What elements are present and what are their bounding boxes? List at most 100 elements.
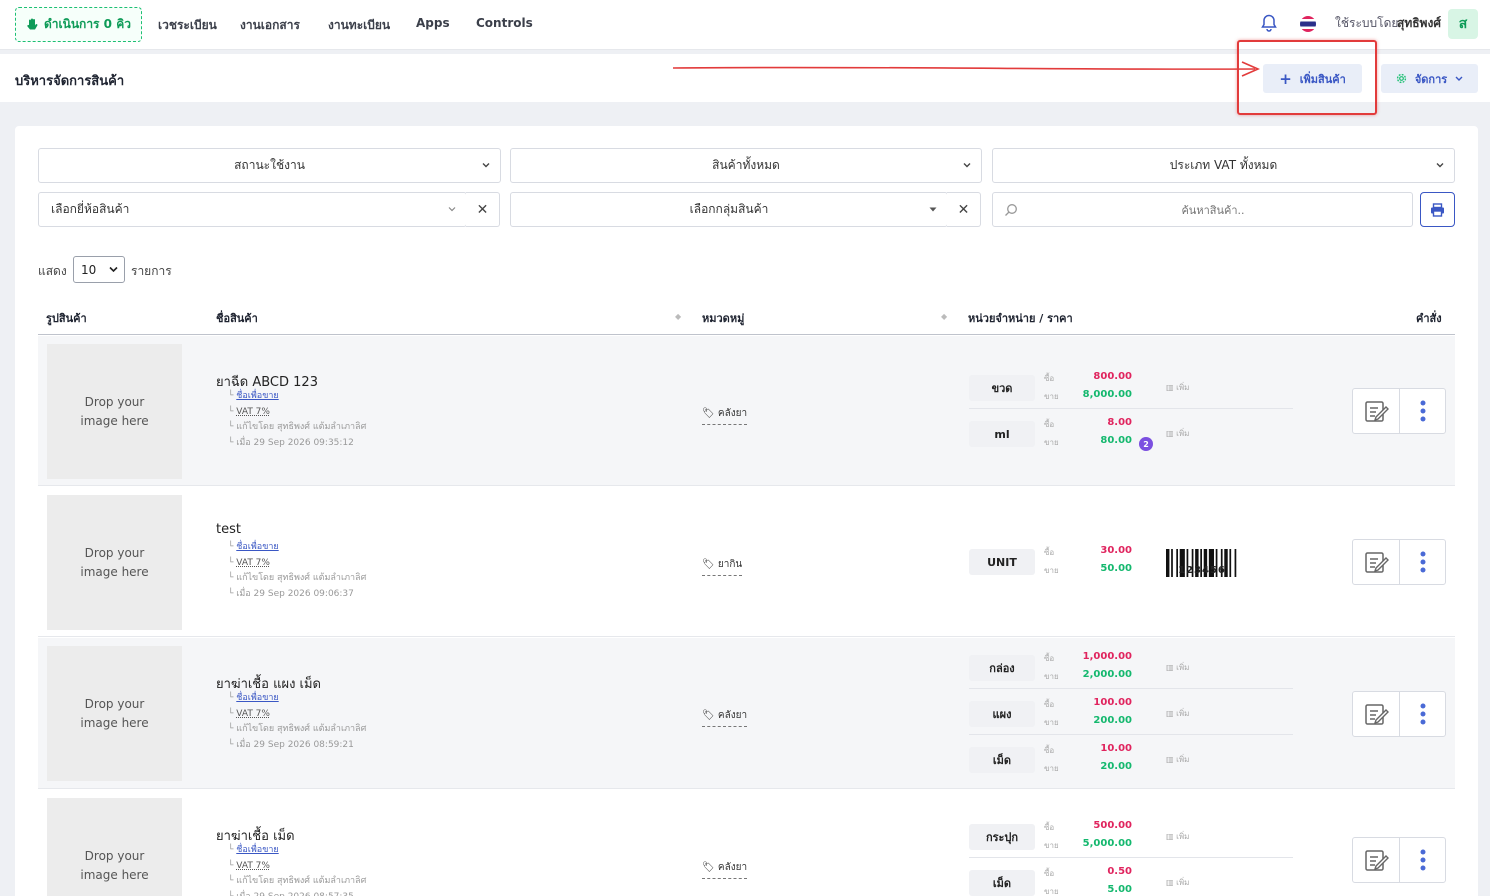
image-dropzone[interactable]: Drop your image here <box>47 646 182 781</box>
clear-brand-button[interactable]: ✕ <box>466 192 500 227</box>
clear-group-button[interactable]: ✕ <box>947 192 981 227</box>
barcode-image[interactable] <box>1166 549 1238 577</box>
more-vertical-icon <box>1420 400 1426 422</box>
edit-button[interactable] <box>1353 692 1400 736</box>
table-row: Drop your image here ยาฆ่าเชื้อ เม็ด └ ชื่… <box>38 790 1455 896</box>
sell-name-link[interactable]: ชื่อเพื่อขาย <box>236 391 279 401</box>
image-dropzone[interactable]: Drop your image here <box>47 344 182 479</box>
edit-button[interactable] <box>1353 540 1400 584</box>
add-barcode-link[interactable]: ▥ เพิ่ม <box>1166 707 1189 720</box>
print-button[interactable] <box>1420 192 1455 227</box>
tag-icon: 🏷︎ <box>702 559 715 570</box>
nav-item-registration[interactable]: งานทะเบียน <box>328 18 391 32</box>
table-row: Drop your image here ยาฉีด ABCD 123 └ ชื่อ… <box>38 336 1455 486</box>
buy-price: 0.50 <box>1107 866 1132 877</box>
add-barcode-label: เพิ่ม <box>1176 832 1190 841</box>
table-header-divider <box>38 334 1455 335</box>
category-tag[interactable]: 🏷︎ คลังยา <box>702 406 748 425</box>
avatar[interactable]: ส <box>1448 9 1478 39</box>
nav-item-documents[interactable]: งานเอกสาร <box>240 18 300 32</box>
sell-label: ขาย <box>1044 841 1059 850</box>
sell-label: ขาย <box>1044 566 1059 575</box>
add-barcode-label: เพิ่ม <box>1176 709 1190 718</box>
add-barcode-link[interactable]: ▥ เพิ่ม <box>1166 753 1189 766</box>
nav-item-apps[interactable]: Apps <box>416 16 450 30</box>
vat-type-value: ประเภท VAT ทั้งหมด <box>1169 158 1278 172</box>
sell-name-link[interactable]: ชื่อเพื่อขาย <box>236 845 279 855</box>
printer-icon <box>1431 202 1444 217</box>
sell-price: 8,000.00 <box>1082 389 1132 400</box>
category-tag[interactable]: 🏷︎ ยากิน <box>702 557 743 576</box>
more-button[interactable] <box>1400 540 1446 584</box>
annotation-highlight-box <box>1237 40 1377 115</box>
sell-name-link[interactable]: ชื่อเพื่อขาย <box>236 693 279 703</box>
header-name[interactable]: ชื่อสินค้า <box>216 312 258 325</box>
barcode-icon: ▥ <box>1166 755 1174 764</box>
nav-item-medical-records[interactable]: เวชระเบียน <box>158 18 217 32</box>
status-select[interactable]: สถานะใช้งาน <box>38 148 501 183</box>
search-input[interactable] <box>1023 199 1403 221</box>
sell-name-link[interactable]: ชื่อเพื่อขาย <box>236 542 279 552</box>
add-barcode-link[interactable]: ▥ เพิ่ม <box>1166 381 1189 394</box>
add-barcode-link[interactable]: ▥ เพิ่ม <box>1166 876 1189 889</box>
bell-icon[interactable] <box>1261 14 1277 32</box>
barcode-icon: ▥ <box>1166 709 1174 718</box>
add-product-button[interactable]: + เพิ่มสินค้า <box>1263 64 1362 93</box>
add-barcode-label: เพิ่ม <box>1176 383 1190 392</box>
unit-divider <box>969 734 1293 735</box>
brand-select[interactable]: เลือกยี่ห้อสินค้า <box>38 192 467 227</box>
edit-button[interactable] <box>1353 389 1400 433</box>
queue-button[interactable]: ดำเนินการ 0 คิว <box>15 7 142 42</box>
edit-button[interactable] <box>1353 838 1400 882</box>
row-actions <box>1352 837 1446 883</box>
items-label: รายการ <box>131 264 172 278</box>
product-scope-select[interactable]: สินค้าทั้งหมด <box>510 148 982 183</box>
header-category[interactable]: หมวดหมู่ <box>702 312 745 325</box>
group-select[interactable]: เลือกกลุ่มสินค้า <box>510 192 948 227</box>
top-navbar: ดำเนินการ 0 คิว เวชระเบียน งานเอกสาร งาน… <box>0 0 1490 50</box>
more-button[interactable] <box>1400 389 1446 433</box>
vat-type-select[interactable]: ประเภท VAT ทั้งหมด <box>992 148 1455 183</box>
product-scope-value: สินค้าทั้งหมด <box>712 158 780 172</box>
category-label: คลังยา <box>717 710 748 721</box>
add-barcode-link[interactable]: ▥ เพิ่ม <box>1166 830 1189 843</box>
sell-label: ขาย <box>1044 392 1059 401</box>
category-tag[interactable]: 🏷︎ คลังยา <box>702 860 748 879</box>
sort-icon[interactable]: ◆ <box>675 312 682 321</box>
image-dropzone[interactable]: Drop your image here <box>47 495 182 630</box>
plus-icon: + <box>1279 69 1292 88</box>
add-barcode-link[interactable]: ▥ เพิ่ม <box>1166 427 1189 440</box>
unit-badge: ขวด <box>969 375 1035 401</box>
more-button[interactable] <box>1400 838 1446 882</box>
category-tag[interactable]: 🏷︎ คลังยา <box>702 708 748 727</box>
nav-item-controls[interactable]: Controls <box>476 16 533 30</box>
sort-icon[interactable]: ◆ <box>941 312 948 321</box>
thai-flag-icon[interactable] <box>1300 16 1316 32</box>
image-dropzone[interactable]: Drop your image here <box>47 798 182 896</box>
buy-label: ซื้อ <box>1044 548 1055 557</box>
page-size-select[interactable]: 10 <box>73 256 125 283</box>
chevron-down-icon <box>963 163 971 168</box>
product-meta: └ ชื่อเพื่อขาย └ VAT 7% └ แก้ไขโดย สุทธิ… <box>228 542 367 599</box>
sell-price: 20.00 <box>1100 761 1132 772</box>
user-prefix: ใช้ระบบโดย <box>1335 16 1399 30</box>
more-button[interactable] <box>1400 692 1446 736</box>
add-product-label: เพิ่มสินค้า <box>1299 72 1346 86</box>
caret-down-icon <box>929 207 937 212</box>
buy-label: ซื้อ <box>1044 746 1055 755</box>
close-icon: ✕ <box>476 201 489 218</box>
user-name[interactable]: สุทธิพงศ์ <box>1397 16 1441 30</box>
hand-icon <box>27 18 38 30</box>
buy-price: 500.00 <box>1093 820 1132 831</box>
vat-label: VAT 7% <box>236 557 270 568</box>
manage-button[interactable]: จัดการ <box>1381 64 1478 93</box>
product-name[interactable]: test <box>216 522 241 537</box>
product-name[interactable]: ยาฉีด ABCD 123 <box>216 375 318 390</box>
buy-label: ซื้อ <box>1044 823 1055 832</box>
sell-price: 200.00 <box>1093 715 1132 726</box>
product-name[interactable]: ยาฆ่าเชื้อ แผง เม็ด <box>216 677 322 692</box>
search-box <box>992 192 1413 227</box>
unit-count-badge[interactable]: 2 <box>1139 437 1153 451</box>
add-barcode-link[interactable]: ▥ เพิ่ม <box>1166 661 1189 674</box>
product-name[interactable]: ยาฆ่าเชื้อ เม็ด <box>216 829 295 844</box>
